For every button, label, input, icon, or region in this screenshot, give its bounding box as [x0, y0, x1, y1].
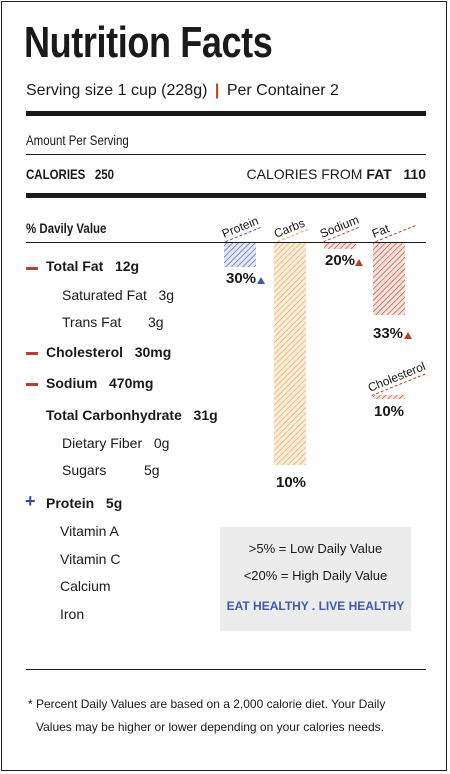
serving-info: Serving size 1 cup (228g) | Per Containe…: [26, 82, 339, 100]
nutrient-label: Trans Fat: [62, 314, 122, 330]
nutrient-label: Sugars: [62, 462, 107, 478]
thick-divider: [26, 111, 426, 116]
nutrient-row: Protein 5g: [46, 495, 122, 511]
calories-from-fat: CALORIES FROM FAT 110: [247, 166, 426, 182]
daily-value-legend: >5% = Low Daily Value <20% = High Daily …: [220, 527, 411, 631]
legend-low: >5% = Low Daily Value: [248, 541, 383, 556]
serving-separator: |: [214, 82, 220, 99]
nutrient-row: Iron: [60, 606, 84, 622]
divider-footer: [26, 669, 426, 670]
nutrient-label: Sodium: [46, 375, 98, 391]
series-label-fat: Fat: [370, 221, 392, 241]
title-text: Nutrition Facts: [24, 18, 273, 67]
value-label-sodium: 20%: [325, 252, 355, 269]
nutrient-row: Cholesterol 30mg: [46, 344, 171, 360]
nutrient-label: Total Carbonhydrate: [46, 407, 182, 423]
nutrient-row: Vitamin C: [60, 551, 120, 567]
serving-size: Serving size 1 cup (228g): [26, 82, 208, 99]
value-label-fat: 33%: [373, 325, 403, 342]
divider-3: [26, 242, 426, 243]
nutrient-value-cell: 3g: [148, 314, 164, 330]
plus-icon: +: [25, 491, 36, 511]
per-container: Per Container 2: [226, 82, 339, 99]
bar-carbs: [274, 243, 306, 465]
bar-fat: [373, 243, 405, 315]
thick-divider-2: [26, 193, 426, 198]
nutrient-label: Saturated Fat: [62, 287, 147, 303]
nutrient-value-cell: 5g: [144, 462, 160, 478]
nutrient-label: Dietary Fiber: [62, 435, 143, 451]
nutrient-label: Protein: [46, 495, 95, 511]
nutrient-row: Calcium: [60, 578, 111, 594]
minus-icon: [26, 267, 38, 270]
bar-sodium: [324, 243, 356, 249]
nutrient-row: Saturated Fat 3g: [62, 287, 174, 303]
nutrient-row: Total Fat 12g: [46, 258, 139, 274]
amount-per-serving: Amount Per Serving: [26, 132, 151, 148]
nutrient-label: Vitamin C: [60, 551, 121, 567]
slogan: EAT HEALTHY . LIVE HEALTHY: [226, 599, 405, 613]
arrow-up-icon: [257, 277, 265, 284]
divider: [26, 154, 426, 155]
nutrient-value: 5g: [144, 462, 160, 478]
nutrient-value: 470mg: [109, 375, 154, 391]
minus-icon: [26, 352, 38, 355]
nutrient-value: 12g: [114, 258, 140, 274]
nutrient-label: Vitamin A: [60, 523, 119, 539]
daily-value-text: % Davily Value: [26, 220, 107, 236]
calories-value: 250: [94, 166, 115, 182]
amount-per-serving-text: Amount Per Serving: [26, 132, 129, 148]
arrow-up-icon: [404, 332, 412, 339]
nutrient-value: 3g: [158, 287, 175, 303]
nutrient-label: Cholesterol: [46, 344, 124, 360]
footnote-line: Values may be higher or lower depending …: [36, 720, 384, 734]
calories-row: CALORIES 250: [26, 166, 133, 182]
value-label-protein: 30%: [226, 270, 256, 287]
bar-protein: [224, 243, 256, 267]
nutrient-value: 3g: [148, 314, 164, 330]
calories-from-bold: FAT: [366, 166, 392, 182]
bar-cholesterol: [373, 395, 405, 399]
nutrient-value: 31g: [193, 407, 218, 423]
nutrient-value: 5g: [105, 495, 123, 511]
nutrient-row: Sodium 470mg: [46, 375, 153, 391]
daily-value-label: % Davily Value: [26, 220, 124, 236]
nutrient-label: Total Fat: [46, 258, 104, 274]
page-title: Nutrition Facts: [24, 18, 327, 68]
nutrient-label: Calcium: [60, 578, 111, 594]
footnote: * Percent Daily Values are based on a 2,…: [28, 693, 385, 739]
nutrient-row: Vitamin A: [60, 523, 119, 539]
minus-icon: [26, 383, 38, 386]
nutrient-value: 0g: [153, 435, 170, 451]
nutrient-row: Sugars: [62, 462, 106, 478]
series-label-sodium: Sodium: [318, 213, 361, 241]
calories-label: CALORIES: [26, 166, 86, 182]
value-label-cholesterol: 10%: [374, 403, 404, 420]
calories-from-value: 110: [403, 166, 426, 182]
arrow-up-icon: [355, 259, 363, 266]
nutrient-row: Trans Fat: [62, 314, 121, 330]
nutrient-row: Total Carbonhydrate 31g: [46, 407, 218, 423]
nutrient-label: Iron: [60, 606, 85, 622]
series-label-protein: Protein: [220, 214, 261, 241]
legend-high: <20% = High Daily Value: [243, 568, 388, 583]
value-label-carbs: 10%: [276, 474, 306, 491]
nutrient-row: Dietary Fiber 0g: [62, 435, 169, 451]
calories-from-label: CALORIES FROM: [246, 166, 363, 182]
nutrient-value: 30mg: [134, 344, 172, 360]
footnote-line: * Percent Daily Values are based on a 2,…: [28, 697, 386, 711]
